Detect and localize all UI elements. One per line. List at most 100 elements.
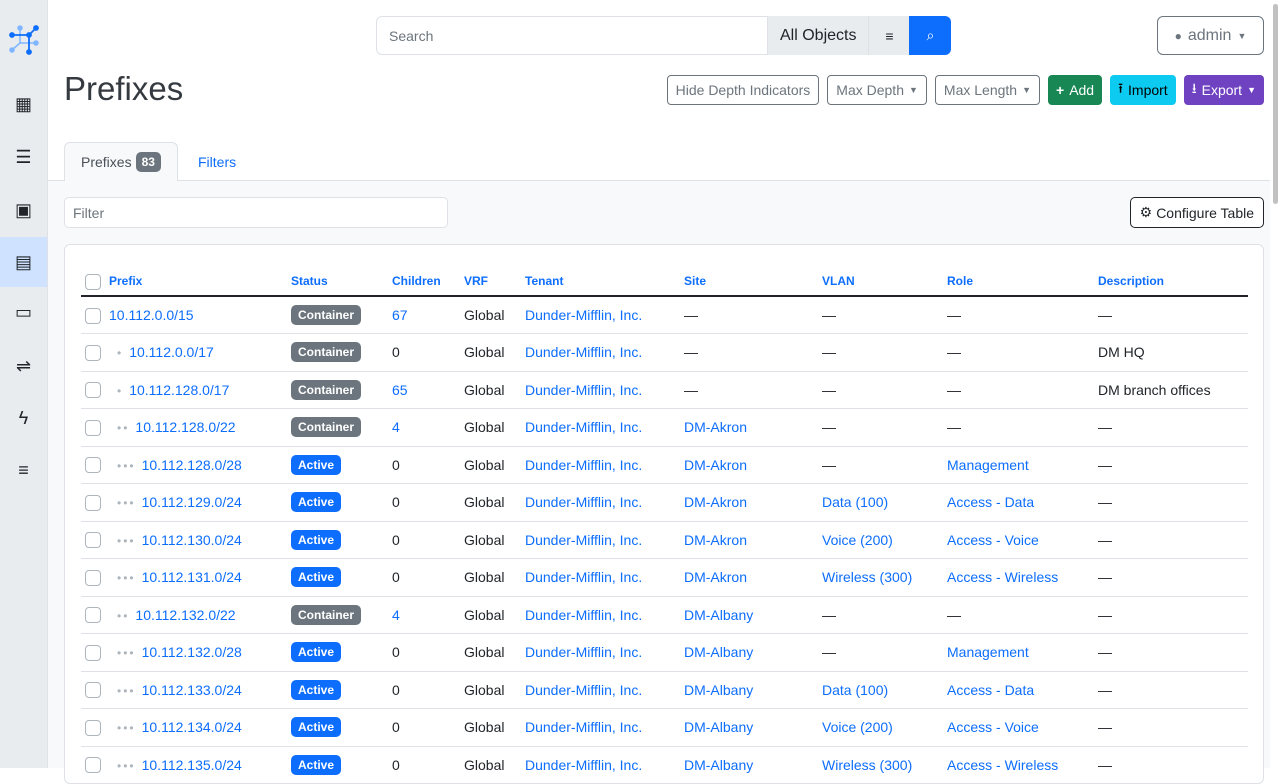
row-checkbox[interactable] <box>85 532 101 549</box>
site-link[interactable]: DM-Albany <box>684 644 754 661</box>
row-checkbox[interactable] <box>85 419 101 436</box>
site-link[interactable]: DM-Akron <box>684 494 748 511</box>
site-link[interactable]: DM-Akron <box>684 531 748 548</box>
site-link[interactable]: DM-Akron <box>684 419 748 436</box>
column-header-tenant[interactable]: Tenant <box>525 267 684 297</box>
prefix-link[interactable]: 10.112.134.0/24 <box>141 719 242 736</box>
role-link[interactable]: Access - Wireless <box>947 569 1059 586</box>
netbox-logo-icon[interactable] <box>0 16 47 64</box>
role-link[interactable]: Access - Data <box>947 681 1035 698</box>
max-length-dropdown[interactable]: Max Length ▼ <box>934 75 1040 105</box>
scrollbar[interactable] <box>1270 0 1280 768</box>
search-scope-select[interactable]: All Objects <box>768 16 870 55</box>
tenant-link[interactable]: Dunder-Mifflin, Inc. <box>525 569 643 586</box>
children-link[interactable]: 4 <box>392 606 400 623</box>
tenant-link[interactable]: Dunder-Mifflin, Inc. <box>525 531 643 548</box>
role-link[interactable]: Access - Voice <box>947 719 1039 736</box>
ipam-icon[interactable]: ▤ <box>0 237 47 287</box>
row-checkbox[interactable] <box>85 757 101 774</box>
tenant-link[interactable]: Dunder-Mifflin, Inc. <box>525 344 643 361</box>
tenant-link[interactable]: Dunder-Mifflin, Inc. <box>525 681 643 698</box>
max-depth-dropdown[interactable]: Max Depth ▼ <box>827 75 927 105</box>
devices-icon[interactable]: ☰ <box>15 146 32 167</box>
prefix-link[interactable]: 10.112.129.0/24 <box>141 494 242 511</box>
vlan-link[interactable]: Voice (200) <box>822 719 893 736</box>
column-header-role[interactable]: Role <box>947 267 1098 297</box>
role-link[interactable]: Access - Data <box>947 494 1035 511</box>
tenant-link[interactable]: Dunder-Mifflin, Inc. <box>525 606 643 623</box>
role-link[interactable]: Access - Wireless <box>947 756 1059 773</box>
vlan-link[interactable]: Data (100) <box>822 681 889 698</box>
prefix-link[interactable]: 10.112.132.0/22 <box>135 606 236 623</box>
search-input[interactable] <box>376 16 768 55</box>
row-checkbox[interactable] <box>85 457 101 474</box>
vlan-link[interactable]: Wireless (300) <box>822 756 913 773</box>
prefix-link[interactable]: 10.112.0.0/15 <box>109 307 194 323</box>
tenant-link[interactable]: Dunder-Mifflin, Inc. <box>525 456 643 473</box>
row-checkbox[interactable] <box>85 644 101 661</box>
other-icon[interactable]: ≡ <box>18 459 29 480</box>
add-button[interactable]: + Add <box>1048 75 1103 105</box>
site-link[interactable]: DM-Albany <box>684 606 754 623</box>
vlan-link[interactable]: Voice (200) <box>822 531 893 548</box>
column-header-status[interactable]: Status <box>291 267 392 297</box>
import-button[interactable]: ⭱ Import <box>1110 75 1176 105</box>
power-icon[interactable]: ϟ <box>18 407 29 428</box>
column-header-vlan[interactable]: VLAN <box>822 267 947 297</box>
table-filter-input[interactable] <box>64 197 448 228</box>
tab-prefixes[interactable]: Prefixes 83 <box>64 142 178 182</box>
site-link[interactable]: DM-Albany <box>684 681 754 698</box>
tenant-link[interactable]: Dunder-Mifflin, Inc. <box>525 494 643 511</box>
organization-icon[interactable]: ▦ <box>14 93 32 114</box>
site-link[interactable]: DM-Albany <box>684 719 754 736</box>
column-header-vrf[interactable]: VRF <box>464 267 525 297</box>
tenant-link[interactable]: Dunder-Mifflin, Inc. <box>525 719 643 736</box>
connections-icon[interactable]: ▣ <box>14 199 32 220</box>
role-link[interactable]: Access - Voice <box>947 531 1039 548</box>
prefix-link[interactable]: 10.112.131.0/24 <box>141 569 242 586</box>
hide-depth-indicators-button[interactable]: Hide Depth Indicators <box>666 75 820 105</box>
vlan-link[interactable]: Wireless (300) <box>822 569 913 586</box>
children-link[interactable]: 67 <box>392 307 408 323</box>
row-checkbox[interactable] <box>85 307 101 324</box>
children-link[interactable]: 65 <box>392 381 408 398</box>
prefix-link[interactable]: 10.112.135.0/24 <box>141 756 242 773</box>
children-link[interactable]: 4 <box>392 419 400 436</box>
prefix-link[interactable]: 10.112.133.0/24 <box>141 681 242 698</box>
site-link[interactable]: DM-Albany <box>684 756 754 773</box>
virtualization-icon[interactable]: ▭ <box>14 301 32 322</box>
vlan-link[interactable]: Data (100) <box>822 494 889 511</box>
search-button[interactable]: ⌕ <box>909 16 952 55</box>
row-checkbox[interactable] <box>85 569 101 586</box>
row-checkbox[interactable] <box>85 607 101 624</box>
prefix-link[interactable]: 10.112.132.0/28 <box>141 644 242 661</box>
tenant-link[interactable]: Dunder-Mifflin, Inc. <box>525 756 643 773</box>
tab-filters[interactable]: Filters <box>198 153 237 170</box>
site-link[interactable]: DM-Akron <box>684 569 748 586</box>
export-button[interactable]: ⭳ Export ▼ <box>1183 75 1264 105</box>
user-menu-button[interactable]: ● admin ▼ <box>1157 16 1264 55</box>
row-checkbox[interactable] <box>85 682 101 699</box>
tenant-link[interactable]: Dunder-Mifflin, Inc. <box>525 419 643 436</box>
search-filter-button[interactable]: ≡ <box>869 16 910 55</box>
role-link[interactable]: Management <box>947 644 1029 661</box>
prefix-link[interactable]: 10.112.130.0/24 <box>141 531 242 548</box>
prefix-link[interactable]: 10.112.128.0/17 <box>129 381 230 398</box>
row-checkbox[interactable] <box>85 719 101 736</box>
prefix-link[interactable]: 10.112.128.0/22 <box>135 419 236 436</box>
configure-table-button[interactable]: ⚙ Configure Table <box>1129 197 1264 228</box>
row-checkbox[interactable] <box>85 494 101 511</box>
site-link[interactable]: DM-Akron <box>684 456 748 473</box>
column-header-prefix[interactable]: Prefix <box>109 267 291 297</box>
tenant-link[interactable]: Dunder-Mifflin, Inc. <box>525 381 643 398</box>
prefix-link[interactable]: 10.112.0.0/17 <box>129 344 214 361</box>
prefix-link[interactable]: 10.112.128.0/28 <box>141 456 242 473</box>
column-header-description[interactable]: Description <box>1098 267 1248 297</box>
scrollbar-thumb[interactable] <box>1273 4 1278 204</box>
tenant-link[interactable]: Dunder-Mifflin, Inc. <box>525 307 643 323</box>
column-header-site[interactable]: Site <box>684 267 822 297</box>
circuits-icon[interactable]: ⇌ <box>15 355 32 376</box>
column-header-children[interactable]: Children <box>392 267 464 297</box>
select-all-checkbox[interactable] <box>85 274 101 290</box>
row-checkbox[interactable] <box>85 382 101 399</box>
